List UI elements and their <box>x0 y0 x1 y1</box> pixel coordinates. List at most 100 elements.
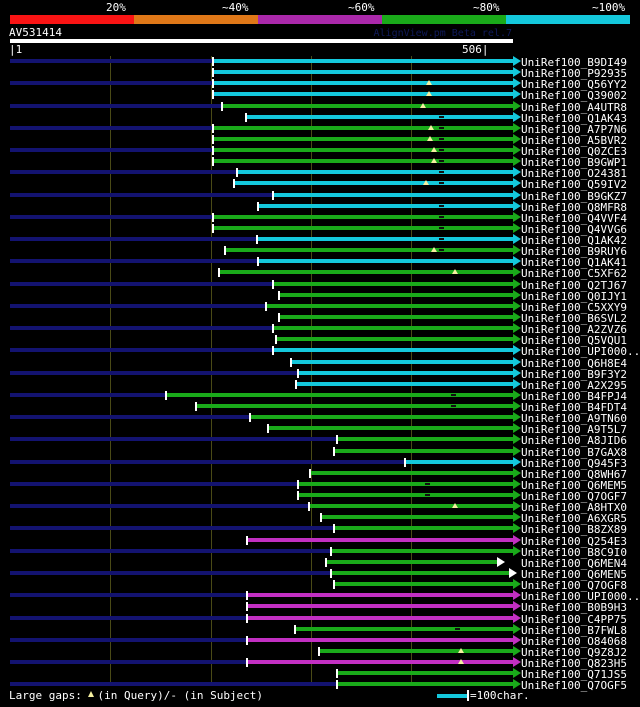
alignment-bar[interactable] <box>294 627 513 631</box>
hit-row[interactable]: UniRef100_O24381 <box>0 167 640 180</box>
hit-label[interactable]: UniRef100_Q6MEN5 <box>521 568 627 581</box>
alignment-bar[interactable] <box>246 593 513 597</box>
alignment-bar[interactable] <box>272 326 513 330</box>
alignment-bar[interactable] <box>318 649 513 653</box>
hit-row[interactable]: UniRef100_B9RUY6 <box>0 245 640 257</box>
alignment-bar[interactable] <box>212 215 513 219</box>
alignment-bar[interactable] <box>404 460 513 464</box>
hit-label[interactable]: UniRef100_A6XGR5 <box>521 512 627 525</box>
alignment-bar[interactable] <box>333 582 513 586</box>
alignment-bar[interactable] <box>275 337 513 341</box>
alignment-bar[interactable] <box>278 293 513 297</box>
hit-label[interactable]: UniRef100_A7P7N6 <box>521 123 627 136</box>
hit-row[interactable]: UniRef100_A9T5L7 <box>0 423 640 435</box>
hit-row[interactable]: UniRef100_Q6MEM5 <box>0 479 640 492</box>
alignment-bar[interactable] <box>272 282 513 286</box>
hit-row[interactable]: UniRef100_Q1AK42 <box>0 234 640 247</box>
alignment-bar[interactable] <box>212 70 513 74</box>
hit-label[interactable]: UniRef100_B4FPJ4 <box>521 390 627 403</box>
hit-label[interactable]: UniRef100_Q5VQU1 <box>521 334 627 347</box>
hit-row[interactable]: UniRef100_Q254E3 <box>0 535 640 547</box>
hit-label[interactable]: UniRef100_Q59IV2 <box>521 178 627 191</box>
hit-label[interactable]: UniRef100_B9GWP1 <box>521 156 627 169</box>
hit-row[interactable]: UniRef100_Q6MEN5 <box>0 568 640 581</box>
hit-row[interactable]: UniRef100_B8ZX89 <box>0 523 640 536</box>
hit-row[interactable]: UniRef100_Q823H5 <box>0 657 640 669</box>
alignment-bar[interactable] <box>221 104 513 108</box>
hit-label[interactable]: UniRef100_B0B9H3 <box>521 601 627 614</box>
hit-row[interactable]: UniRef100_Q0IJY1 <box>0 290 640 302</box>
alignment-bar[interactable] <box>218 270 513 274</box>
hit-label[interactable]: UniRef100_A9TN60 <box>521 412 627 425</box>
hit-row[interactable]: UniRef100_B7FWL8 <box>0 624 640 637</box>
hit-label[interactable]: UniRef100_Q1AK42 <box>521 234 627 247</box>
hit-label[interactable]: UniRef100_B8ZX89 <box>521 523 627 536</box>
hit-row[interactable]: UniRef100_O84068 <box>0 635 640 647</box>
hit-label[interactable]: UniRef100_A8JID6 <box>521 434 627 447</box>
hit-label[interactable]: UniRef100_Q4VVG6 <box>521 223 627 236</box>
hit-label[interactable]: UniRef100_Q1AK43 <box>521 112 627 125</box>
hit-row[interactable]: UniRef100_Q8MFR8 <box>0 201 640 214</box>
alignment-bar[interactable] <box>265 304 513 308</box>
alignment-bar[interactable] <box>333 449 513 453</box>
alignment-bar[interactable] <box>212 59 513 63</box>
hit-label[interactable]: UniRef100_Q6H8E4 <box>521 357 627 370</box>
hit-row[interactable]: UniRef100_Q5VQU1 <box>0 334 640 347</box>
hit-row[interactable]: UniRef100_Q7OGF5 <box>0 679 640 692</box>
hit-row[interactable]: UniRef100_Q6H8E4 <box>0 357 640 370</box>
hit-label[interactable]: UniRef100_Q71JS5 <box>521 668 627 681</box>
alignment-bar[interactable] <box>333 526 513 530</box>
alignment-bar[interactable] <box>290 360 513 364</box>
alignment-bar[interactable] <box>325 560 497 564</box>
hit-label[interactable]: UniRef100_Q39002 <box>521 89 627 102</box>
alignment-bar[interactable] <box>272 348 513 352</box>
hit-label[interactable]: UniRef100_C5XF62 <box>521 267 627 280</box>
hit-label[interactable]: UniRef100_Q8MFR8 <box>521 201 627 214</box>
hit-row[interactable]: UniRef100_A6XGR5 <box>0 512 640 525</box>
alignment-bar[interactable] <box>257 259 513 263</box>
hit-row[interactable]: UniRef100_B4FDT4 <box>0 401 640 414</box>
alignment-bar[interactable] <box>308 504 513 508</box>
hit-label[interactable]: UniRef100_B9F3Y2 <box>521 368 627 381</box>
hit-label[interactable]: UniRef100_B7FWL8 <box>521 624 627 637</box>
hit-label[interactable]: UniRef100_A2X295 <box>521 379 627 392</box>
hit-row[interactable]: UniRef100_A8HTX0 <box>0 501 640 513</box>
hit-label[interactable]: UniRef100_Q9Z8J2 <box>521 646 627 659</box>
hit-row[interactable]: UniRef100_A4UTR8 <box>0 101 640 113</box>
hit-row[interactable]: UniRef100_B9GKZ7 <box>0 190 640 203</box>
hit-row[interactable]: UniRef100_C5XXY9 <box>0 301 640 314</box>
alignment-bar[interactable] <box>278 315 513 319</box>
alignment-bar[interactable] <box>224 248 513 252</box>
hit-label[interactable]: UniRef100_A2ZVZ6 <box>521 323 627 336</box>
hit-row[interactable]: UniRef100_B9GWP1 <box>0 156 640 169</box>
hit-row[interactable]: UniRef100_C4PP75 <box>0 613 640 625</box>
alignment-bar[interactable] <box>195 404 513 408</box>
hit-row[interactable]: UniRef100_A9TN60 <box>0 412 640 425</box>
alignment-bar[interactable] <box>246 660 513 664</box>
hit-row[interactable]: UniRef100_Q59IV2 <box>0 178 640 191</box>
hit-label[interactable]: UniRef100_Q6MEN4 <box>521 557 627 570</box>
alignment-bar[interactable] <box>212 226 513 230</box>
hit-label[interactable]: UniRef100_C5XXY9 <box>521 301 627 314</box>
alignment-bar[interactable] <box>330 571 509 575</box>
hit-label[interactable]: UniRef100_B9GKZ7 <box>521 190 627 203</box>
alignment-bar[interactable] <box>256 237 513 241</box>
hit-label[interactable]: UniRef100_B9DI49 <box>521 56 627 69</box>
hit-row[interactable]: UniRef100_Q39002 <box>0 89 640 102</box>
alignment-bar[interactable] <box>212 137 513 141</box>
hit-row[interactable]: UniRef100_Q1AK43 <box>0 112 640 125</box>
alignment-bar[interactable] <box>272 193 513 197</box>
hit-label[interactable]: UniRef100_Q6MEM5 <box>521 479 627 492</box>
alignment-bar[interactable] <box>336 437 513 441</box>
alignment-bar[interactable] <box>245 115 513 119</box>
hit-label[interactable]: UniRef100_O24381 <box>521 167 627 180</box>
hit-label[interactable]: UniRef100_B4FDT4 <box>521 401 627 414</box>
hit-row[interactable]: UniRef100_Q1AK41 <box>0 256 640 268</box>
hit-row[interactable]: UniRef100_Q8WH67 <box>0 468 640 481</box>
hit-label[interactable]: UniRef100_Q7OGF5 <box>521 679 627 692</box>
hit-row[interactable]: UniRef100_UPI000.. <box>0 590 640 602</box>
alignment-bar[interactable] <box>309 471 513 475</box>
alignment-bar[interactable] <box>249 415 513 419</box>
hit-label[interactable]: UniRef100_Q7OGF8 <box>521 579 627 592</box>
hit-label[interactable]: UniRef100_Q8WH67 <box>521 468 627 481</box>
